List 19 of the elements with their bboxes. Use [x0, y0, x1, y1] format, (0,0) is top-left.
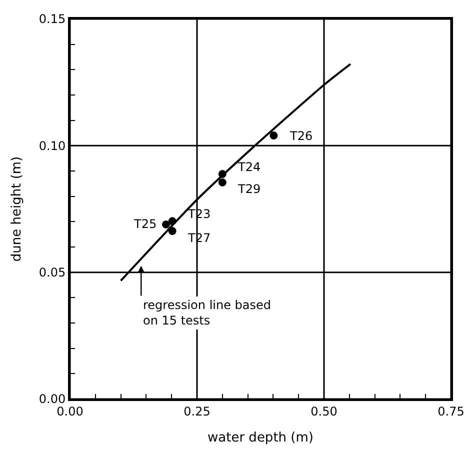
annotation: T26 — [289, 129, 313, 143]
point — [168, 227, 176, 236]
y-tick-label: 0.10 — [38, 138, 66, 153]
annotation: regression line based on 15 tests — [143, 298, 272, 328]
y-tick-label: 0.00 — [38, 392, 66, 406]
point — [270, 132, 278, 140]
x-tick-label: 0.00 — [56, 404, 84, 418]
annotation: T25 — [133, 217, 157, 231]
x-tick-label: 0.25 — [184, 404, 210, 418]
y-tick-label: 0.05 — [38, 266, 66, 280]
annotation: T24 — [237, 160, 261, 174]
point — [162, 220, 170, 228]
x-tick-label: 0.50 — [310, 404, 338, 418]
y-axis-title: dune height (m) — [9, 156, 24, 262]
point — [218, 178, 226, 186]
x-tick-label: 0.75 — [438, 404, 464, 418]
y-tick-label: 0.15 — [38, 12, 66, 26]
x-axis-title: water depth (m) — [208, 430, 314, 446]
annotation: T29 — [237, 182, 261, 196]
